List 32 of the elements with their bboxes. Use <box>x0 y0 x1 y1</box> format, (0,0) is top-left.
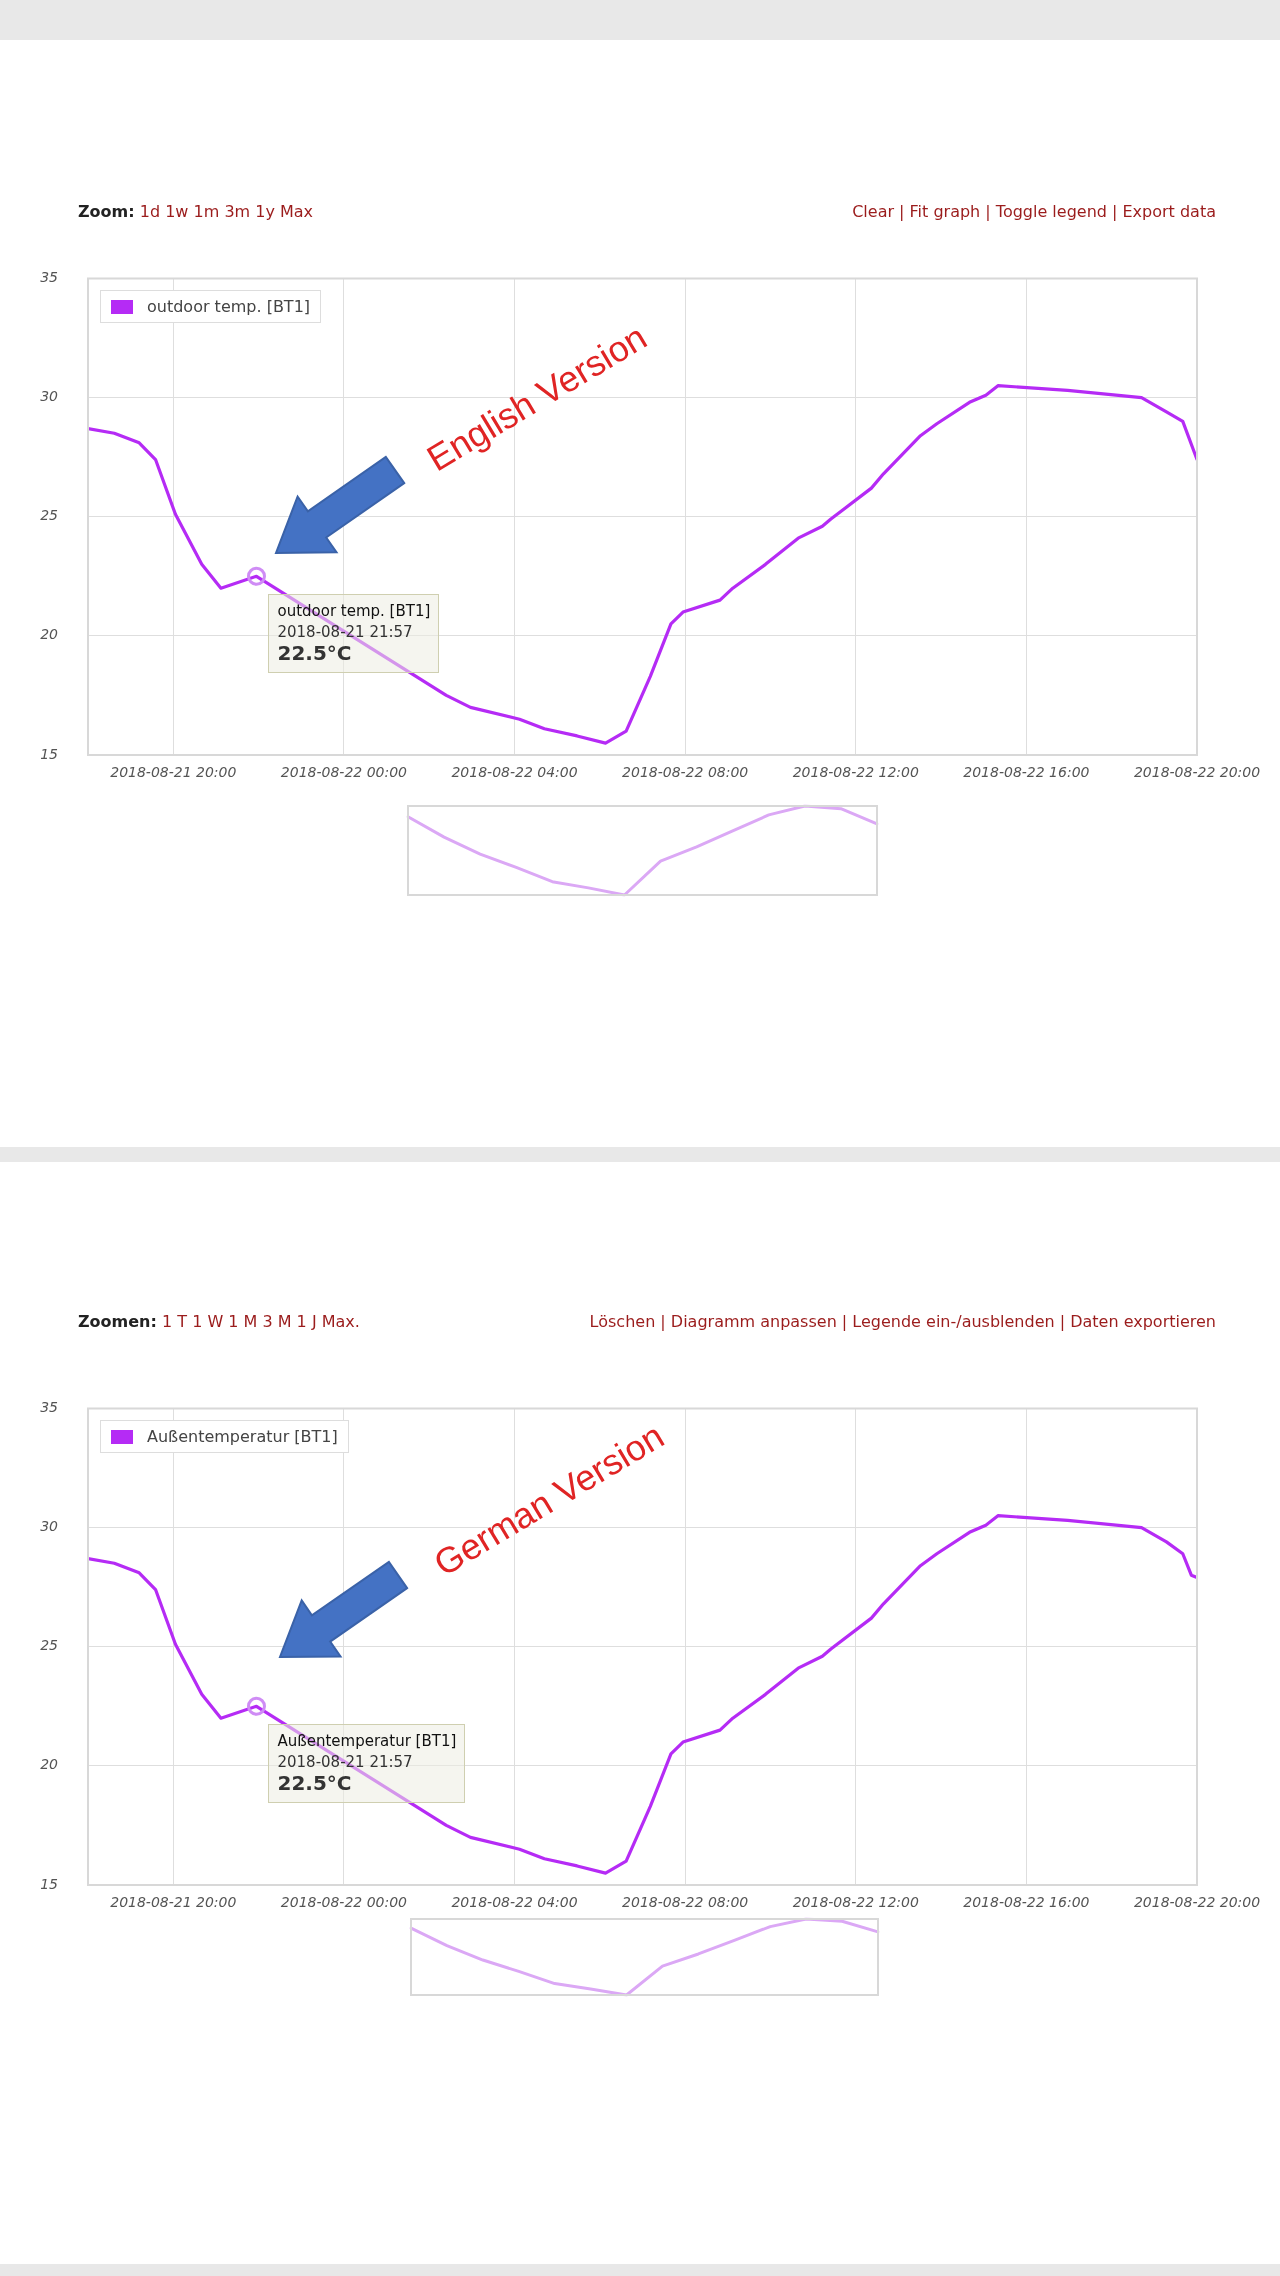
x-tick-label: 2018-08-21 20:00 <box>110 764 237 781</box>
legend-label: Außentemperatur [BT1] <box>100 1420 349 1454</box>
x-tick-label: 2018-08-22 04:00 <box>451 1894 578 1911</box>
y-tick-label: 35 <box>40 1399 59 1416</box>
y-tick-label: 30 <box>40 388 59 405</box>
y-tick-label: 30 <box>40 1518 59 1535</box>
text: Löschen | Diagramm anpassen | Legende ein-/ausblenden | Daten exportieren <box>588 1311 1216 1333</box>
y-tick-label: 35 <box>40 269 59 286</box>
x-tick-label: 2018-08-22 16:00 <box>963 764 1090 781</box>
annotation: Außentemperatur [BT1] 2018-08-21 21:57 22.5°C <box>277 1731 457 1796</box>
text: Clear | Fit graph | Toggle legend | Export data <box>851 201 1216 223</box>
y-tick-label: 15 <box>40 1875 59 1892</box>
x-tick-label: 2018-08-22 08:00 <box>622 1894 749 1911</box>
x-tick-label: 2018-08-22 00:00 <box>280 1894 408 1911</box>
legend-label: outdoor temp. [BT1] <box>100 290 322 324</box>
y-tick-label: 25 <box>40 507 59 524</box>
x-tick-label: 2018-08-21 20:00 <box>110 1894 237 1911</box>
x-tick-label: 2018-08-22 16:00 <box>963 1894 1090 1911</box>
y-tick-label: 25 <box>40 1637 59 1654</box>
text: Zoom: 1d 1w 1m 3m 1y Max <box>78 202 314 221</box>
x-tick-label: 2018-08-22 12:00 <box>792 1894 919 1911</box>
x-tick-label: 2018-08-22 00:00 <box>280 764 408 781</box>
y-tick-label: 15 <box>40 745 59 762</box>
x-tick-label: 2018-08-22 12:00 <box>792 764 919 781</box>
x-tick-label: 2018-08-22 20:00 <box>1133 1894 1261 1911</box>
text: Zoomen: 1 T 1 W 1 M 3 M 1 J Max. <box>78 1312 360 1331</box>
x-tick-label: 2018-08-22 04:00 <box>451 764 578 781</box>
y-tick-label: 20 <box>40 626 59 643</box>
y-tick-label: 20 <box>40 1756 59 1773</box>
annotation: outdoor temp. [BT1] 2018-08-21 21:57 22.5°C <box>277 601 431 666</box>
x-tick-label: 2018-08-22 20:00 <box>1133 764 1261 781</box>
x-tick-label: 2018-08-22 08:00 <box>622 764 749 781</box>
